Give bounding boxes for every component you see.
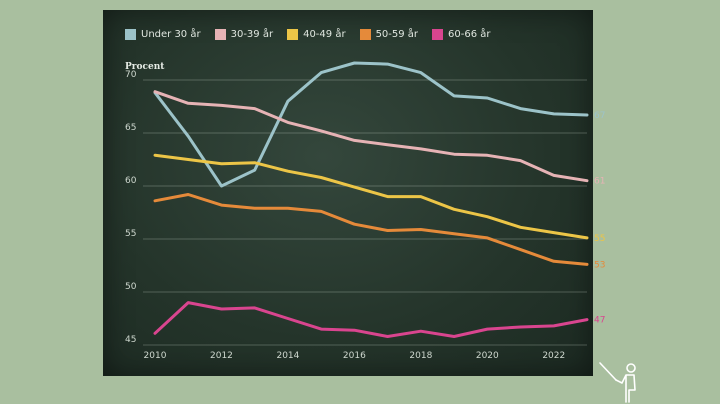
end-value-label: 67: [594, 111, 605, 121]
x-tick-label: 2010: [144, 351, 167, 361]
legend-item-50-59: 50-59 år: [359, 29, 419, 40]
y-tick-label: 55: [125, 229, 136, 239]
y-axis-label: Procent: [125, 62, 165, 72]
x-tick-label: 2014: [276, 351, 299, 361]
series-line-4: [153, 301, 589, 338]
y-tick-label: 60: [125, 176, 137, 186]
series-line-3: [153, 193, 589, 266]
legend-item-40-49: 40-49 år: [287, 29, 346, 40]
series-line-0: [153, 61, 589, 188]
end-value-label: 61: [594, 177, 605, 187]
legend: Under 30 år 30-39 år 40-49 år 50-59 år 6…: [125, 29, 505, 40]
legend-label: 40-49 år: [303, 29, 346, 40]
x-tick-label: 2022: [542, 351, 565, 361]
x-tick-label: 2016: [343, 351, 366, 361]
y-tick-label: 50: [125, 282, 137, 292]
end-value-label: 47: [594, 316, 605, 326]
y-tick-label: 45: [125, 335, 136, 345]
legend-item-30-39: 30-39 år: [214, 29, 274, 40]
legend-label: 60-66 år: [448, 29, 491, 40]
end-value-label: 55: [594, 234, 605, 244]
legend-item-60-66: 60-66 år: [432, 29, 491, 40]
x-tick-label: 2012: [210, 351, 233, 361]
chalkboard-background: [103, 10, 593, 376]
legend-swatch: [432, 29, 444, 40]
y-axis-ticks: 45 50 55 60 65 70: [125, 70, 137, 345]
x-tick-label: 2018: [409, 351, 432, 361]
gridlines: [143, 79, 587, 346]
x-tick-label: 2020: [476, 351, 499, 361]
legend-label: 30-39 år: [230, 29, 274, 40]
legend-item-under-30: Under 30 år: [125, 29, 201, 40]
series-line-2: [153, 153, 589, 240]
series-lines: [153, 61, 589, 338]
legend-swatch: [359, 29, 371, 40]
y-tick-label: 65: [125, 123, 136, 133]
legend-label: 50-59 år: [375, 29, 419, 40]
legend-label: Under 30 år: [141, 29, 201, 40]
legend-swatch: [287, 29, 299, 40]
x-axis-ticks: 2010 2012 2014 2016 2018 2020 2022: [144, 351, 566, 361]
legend-swatch: [214, 29, 226, 40]
end-value-label: 53: [594, 260, 605, 270]
y-tick-label: 70: [125, 70, 137, 80]
end-labels: 67 61 55 53 47: [594, 111, 605, 326]
series-line-1: [153, 90, 589, 183]
teacher-pointing-icon: [599, 362, 636, 403]
legend-swatch: [125, 29, 136, 40]
